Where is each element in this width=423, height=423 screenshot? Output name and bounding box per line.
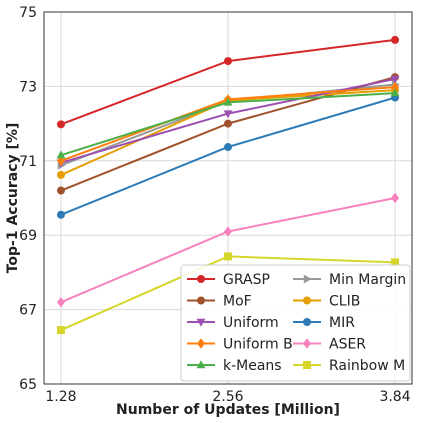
- x-tick-label: 3.84: [379, 389, 410, 405]
- series-aser: [56, 192, 400, 308]
- x-tick-label: 1.28: [45, 389, 76, 405]
- legend-item: Uniform B: [187, 337, 293, 353]
- data-point: [224, 143, 232, 152]
- y-tick-label: 73: [19, 79, 37, 95]
- data-point: [56, 326, 65, 335]
- data-point: [223, 97, 233, 106]
- data-point: [224, 119, 232, 128]
- data-point: [197, 296, 205, 305]
- series-grasp: [56, 35, 400, 129]
- legend-item: GRASP: [187, 272, 270, 288]
- data-point: [224, 252, 232, 261]
- data-point: [303, 296, 311, 305]
- data-point: [224, 57, 232, 66]
- data-point: [391, 81, 400, 93]
- x-axis-label: Number of Updates [Million]: [116, 402, 340, 418]
- data-point: [391, 35, 400, 44]
- data-point: [224, 226, 232, 237]
- legend-item: Min Margin: [293, 272, 406, 288]
- y-axis-ticks: 65 67 69 71 73 75: [19, 5, 37, 393]
- legend-item: ASER: [293, 337, 366, 353]
- plot-frame: [43, 11, 413, 385]
- series-k-means: [56, 88, 400, 159]
- series-lines: [56, 35, 400, 335]
- legend-item: CLIB: [293, 294, 360, 310]
- data-point: [197, 338, 205, 349]
- legend-label: MIR: [329, 315, 355, 331]
- data-point: [303, 338, 311, 349]
- data-point: [197, 275, 205, 283]
- data-point: [303, 318, 311, 326]
- legend-label: Uniform B: [223, 337, 293, 353]
- legend-item: MIR: [293, 315, 355, 331]
- y-tick-label: 69: [19, 228, 37, 244]
- data-point: [303, 274, 312, 284]
- data-point: [56, 120, 65, 129]
- y-tick-label: 75: [19, 5, 37, 21]
- x-axis-ticks: 1.28 2.56 3.84: [45, 389, 410, 405]
- y-tick-label: 67: [19, 303, 37, 319]
- data-point: [56, 170, 65, 179]
- legend-label: k-Means: [223, 358, 282, 374]
- data-point: [391, 258, 400, 267]
- data-point: [223, 110, 233, 119]
- legend-label: Uniform: [223, 315, 279, 331]
- legend-label: GRASP: [223, 272, 270, 288]
- legend-item: Rainbow M: [293, 358, 405, 374]
- data-point: [390, 75, 400, 84]
- legend-item: k-Means: [187, 358, 282, 374]
- data-point: [303, 361, 311, 369]
- legend-item: MoF: [187, 294, 252, 310]
- data-point: [390, 88, 400, 97]
- data-point: [196, 318, 206, 327]
- y-tick-label: 65: [19, 377, 37, 393]
- series-rainbow-m: [56, 252, 400, 335]
- data-point: [196, 360, 206, 369]
- x-tick-label: 2.56: [212, 389, 243, 405]
- data-point: [56, 186, 65, 195]
- y-axis-label: Top-1 Accuracy [%]: [5, 123, 21, 274]
- legend-label: ASER: [329, 337, 366, 353]
- legend-item: Uniform: [187, 315, 279, 331]
- y-tick-label: 71: [19, 154, 37, 170]
- legend-label: MoF: [223, 294, 252, 310]
- legend-label: CLIB: [329, 294, 360, 310]
- data-point: [56, 210, 65, 219]
- data-point: [56, 296, 65, 308]
- data-point: [391, 192, 400, 204]
- legend-label: Min Margin: [329, 272, 406, 288]
- legend-label: Rainbow M: [329, 358, 405, 374]
- legend: GRASP Min Margin MoF CLIB Uniform MIR Uniform …: [180, 264, 411, 382]
- data-point: [56, 150, 66, 159]
